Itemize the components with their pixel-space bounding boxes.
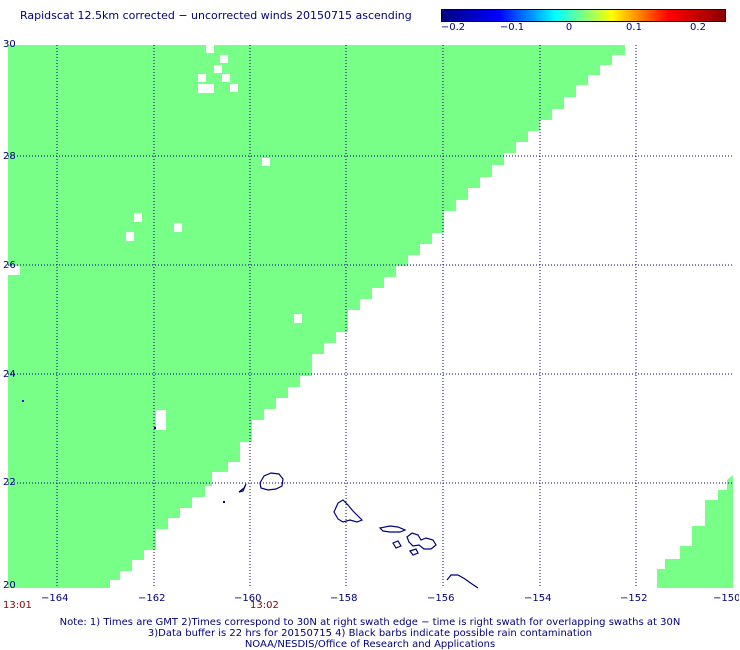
island-molokai bbox=[378, 525, 407, 533]
lat-label: 20 bbox=[3, 580, 16, 591]
lon-label: −160 bbox=[234, 593, 262, 604]
island-lanai bbox=[392, 540, 402, 549]
data-point bbox=[154, 427, 156, 429]
data-gaps bbox=[8, 45, 302, 430]
lat-label: 30 bbox=[3, 39, 16, 50]
swath-main bbox=[8, 45, 625, 588]
lon-label: −158 bbox=[330, 593, 358, 604]
island-niihau bbox=[238, 483, 247, 493]
swath-secondary bbox=[657, 475, 733, 588]
colorbar-tick: 0.2 bbox=[690, 22, 706, 33]
lat-label: 24 bbox=[3, 369, 16, 380]
time-label-right: 13:02 bbox=[250, 600, 279, 611]
colorbar-tick: 0.1 bbox=[626, 22, 642, 33]
island-oahu bbox=[333, 499, 364, 523]
lon-label: −162 bbox=[138, 593, 166, 604]
lon-label: −164 bbox=[41, 593, 69, 604]
lat-lon-grid bbox=[8, 45, 733, 588]
colorbar bbox=[441, 9, 726, 22]
note-line-1: Note: 1) Times are GMT 2)Times correspon… bbox=[59, 617, 681, 628]
colorbar-tick: −0.1 bbox=[499, 22, 525, 33]
note-line-2: 3)Data buffer is 22 hrs for 20150715 4) … bbox=[147, 628, 593, 639]
lat-label: 22 bbox=[3, 477, 16, 488]
island-maui bbox=[406, 532, 437, 550]
colorbar-tick: −0.2 bbox=[440, 22, 466, 33]
lon-label: −156 bbox=[427, 593, 455, 604]
page-title: Rapidscat 12.5km corrected − uncorrected… bbox=[20, 9, 412, 22]
coastlines bbox=[238, 472, 479, 589]
time-label-left: 13:01 bbox=[3, 600, 32, 611]
data-point bbox=[22, 400, 24, 402]
island-kauai bbox=[259, 472, 284, 491]
lon-label: −154 bbox=[524, 593, 552, 604]
island-hawaii bbox=[446, 574, 479, 589]
lat-label: 26 bbox=[3, 260, 16, 271]
data-point bbox=[223, 501, 225, 503]
lon-label: −150 bbox=[713, 593, 739, 604]
note-line-3: NOAA/NESDIS/Office of Research and Appli… bbox=[244, 639, 496, 650]
colorbar-tick: 0 bbox=[565, 22, 573, 33]
lon-label: −152 bbox=[620, 593, 648, 604]
island-kahoolawe bbox=[409, 548, 419, 556]
lat-label: 28 bbox=[3, 151, 16, 162]
